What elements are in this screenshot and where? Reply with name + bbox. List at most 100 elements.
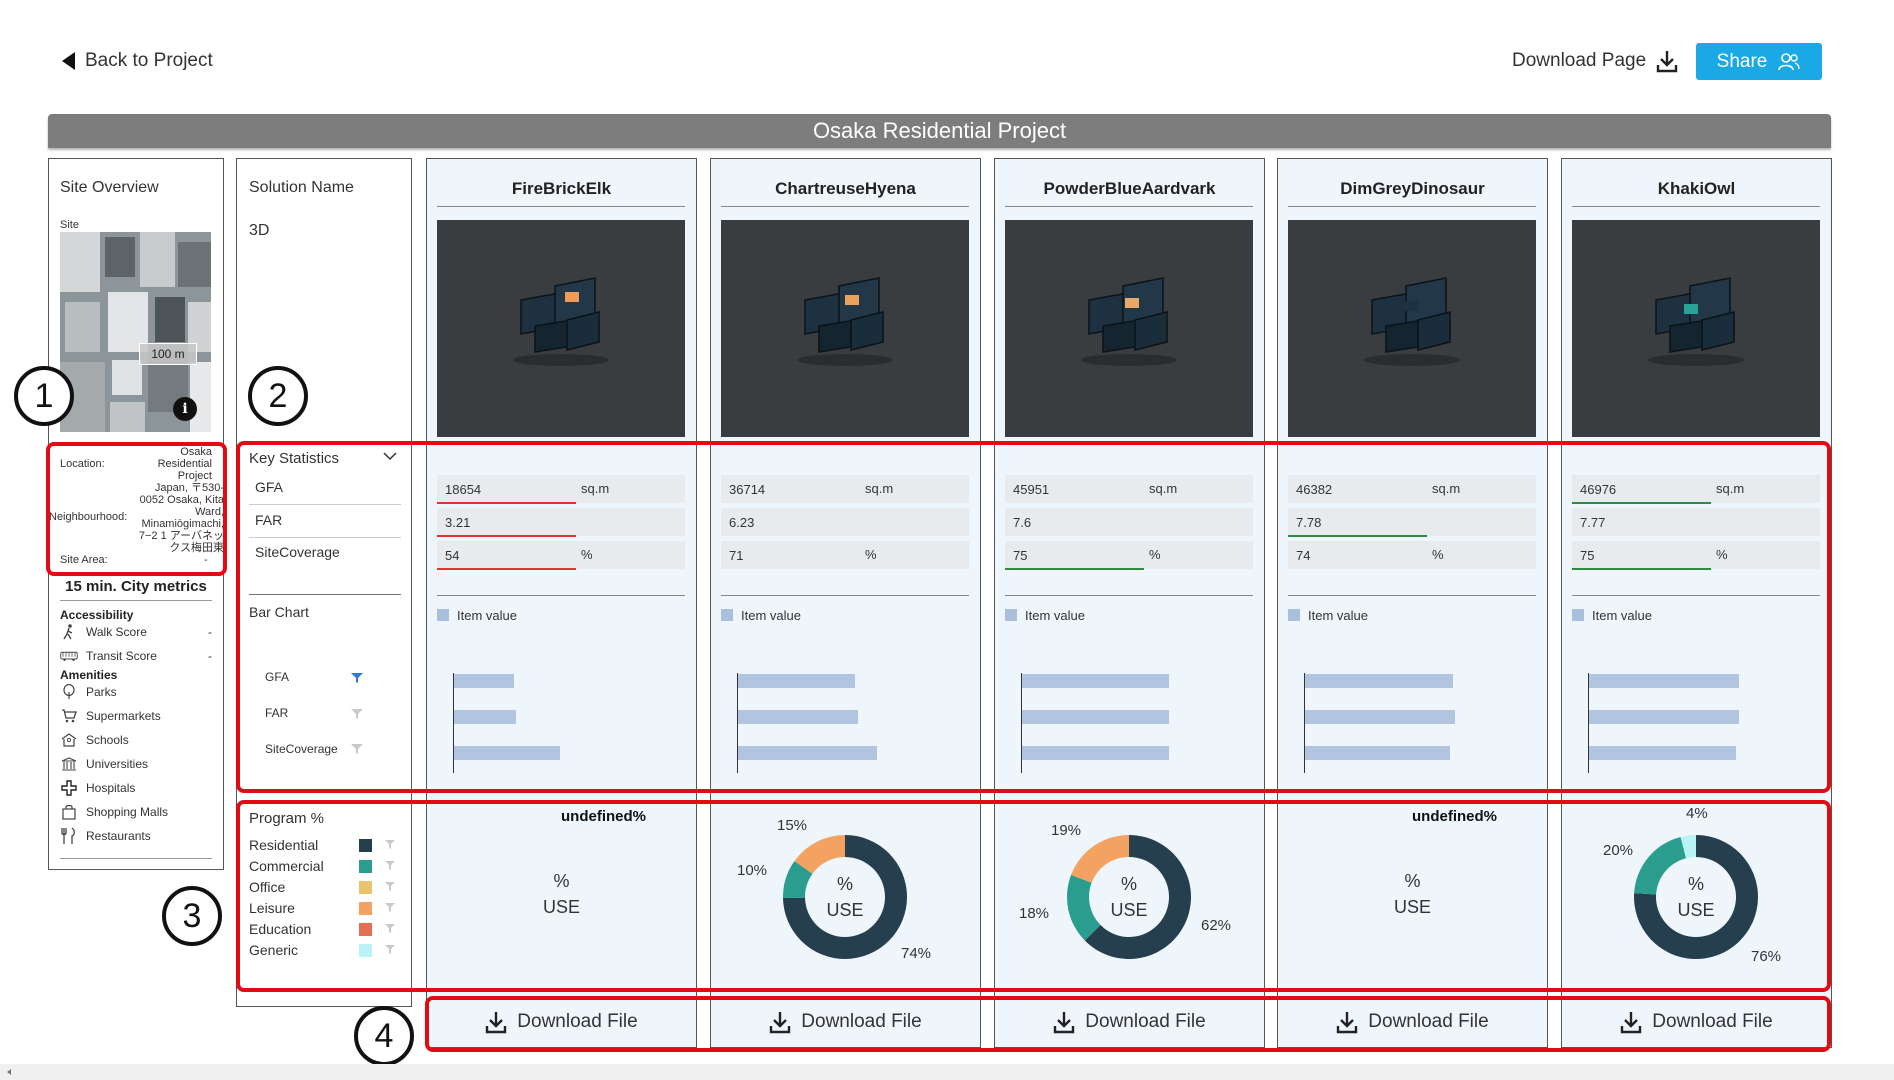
stat-unit: % — [865, 547, 877, 562]
building-3d-render[interactable] — [1005, 220, 1253, 437]
bar-gfa[interactable] — [1589, 674, 1739, 688]
donut-slice-residential[interactable] — [1084, 835, 1191, 959]
use-percent: % — [836, 874, 853, 894]
highest-value-indicator — [1572, 568, 1711, 570]
bar-gfa[interactable] — [454, 674, 514, 688]
program-label-residential: Residential — [249, 837, 319, 853]
users-icon — [1778, 52, 1801, 70]
download-file-button[interactable]: Download File — [1277, 1000, 1548, 1044]
stat-value-gfa: 45951 — [1005, 475, 1253, 503]
donut-slice-commercial[interactable] — [1067, 874, 1101, 941]
program-swatch — [359, 944, 372, 957]
filter-icon[interactable] — [384, 860, 396, 871]
bar-far[interactable] — [1589, 710, 1739, 724]
donut-slice-residential[interactable] — [1634, 835, 1758, 959]
donut-slice-commercial[interactable] — [1634, 836, 1687, 895]
bar-coverage[interactable] — [1589, 746, 1736, 760]
location-value: Osaka Residential Project — [157, 446, 212, 482]
legend-label: Item value — [1025, 608, 1085, 623]
cart-icon — [60, 708, 78, 724]
donut-slice-generic[interactable] — [1680, 835, 1696, 859]
filter-icon[interactable] — [350, 708, 364, 720]
donut-slice-commercial[interactable] — [783, 861, 813, 898]
neighbourhood-label: Neighbourhood: — [49, 511, 128, 523]
bar-far[interactable] — [738, 710, 858, 724]
highest-value-indicator — [1288, 535, 1427, 537]
legend-swatch — [1288, 609, 1300, 621]
stats-divider — [437, 595, 685, 596]
annotation-box-2 — [236, 441, 1831, 793]
site-overview-title: Site Overview — [60, 179, 159, 196]
amenities-heading: Amenities — [60, 668, 118, 682]
bar-gfa[interactable] — [1022, 674, 1169, 688]
scroll-left-icon[interactable] — [4, 1064, 14, 1080]
download-file-button[interactable]: Download File — [994, 1000, 1265, 1044]
annotation-box-3 — [236, 800, 1831, 992]
bar-coverage[interactable] — [454, 746, 560, 760]
bar-gfa[interactable] — [738, 674, 855, 688]
donut-percent-label: 4% — [1686, 805, 1708, 822]
building-3d-render[interactable] — [1288, 220, 1536, 437]
building-3d-render[interactable] — [1572, 220, 1820, 437]
walk-icon — [60, 624, 78, 640]
bar-gfa[interactable] — [1305, 674, 1453, 688]
highest-value-indicator — [1005, 568, 1144, 570]
bar-coverage[interactable] — [1305, 746, 1450, 760]
download-file-button[interactable]: Download File — [1561, 1000, 1832, 1044]
map-scale-label: 100 m — [139, 343, 197, 365]
metrics-divider — [60, 600, 212, 601]
filter-icon[interactable] — [384, 881, 396, 892]
site-area-value: - — [204, 554, 208, 566]
building-3d-render[interactable] — [721, 220, 969, 437]
lowest-value-indicator — [437, 502, 576, 504]
horizontal-scrollbar[interactable] — [0, 1064, 1894, 1080]
annotation-box-1 — [46, 442, 227, 576]
filter-active-icon[interactable] — [350, 672, 364, 684]
donut-slice-leisure[interactable] — [794, 835, 845, 874]
bar-coverage[interactable] — [738, 746, 877, 760]
bar-coverage[interactable] — [1022, 746, 1169, 760]
filter-icon[interactable] — [384, 944, 396, 955]
filter-icon[interactable] — [350, 743, 364, 755]
download-file-button[interactable]: Download File — [710, 1000, 981, 1044]
use-label: % USE — [1656, 871, 1736, 923]
legend-swatch — [1005, 609, 1017, 621]
back-arrow-icon — [62, 52, 75, 70]
key-statistics-label: Key Statistics — [249, 450, 340, 467]
building-3d-render[interactable] — [437, 220, 685, 437]
program-swatch — [359, 860, 372, 873]
donut-percent-label: 18% — [1019, 905, 1050, 922]
solution-name: DimGreyDinosaur — [1340, 179, 1485, 198]
building-model — [1364, 277, 1460, 366]
bar-far[interactable] — [1022, 710, 1169, 724]
download-file-label: Download File — [1368, 1011, 1489, 1032]
share-button[interactable]: Share — [1696, 43, 1822, 80]
filter-icon[interactable] — [384, 923, 396, 934]
info-icon[interactable]: i — [173, 397, 197, 421]
project-title: Osaka Residential Project — [48, 114, 1831, 148]
download-file-button[interactable]: Download File — [426, 1000, 697, 1044]
filter-icon[interactable] — [384, 839, 396, 850]
donut-slice-residential[interactable] — [783, 835, 907, 959]
bar-far[interactable] — [1305, 710, 1455, 724]
legend-label: Item value — [741, 608, 801, 623]
download-page-button[interactable]: Download Page — [1512, 49, 1678, 73]
program-label-education: Education — [249, 921, 312, 937]
stat-value-far: 3.21 — [437, 508, 685, 536]
program-swatch — [359, 881, 372, 894]
filter-icon[interactable] — [384, 902, 396, 913]
program-donut-chart — [1634, 835, 1758, 959]
chevron-down-icon[interactable] — [383, 451, 397, 461]
back-to-project-link[interactable]: Back to Project — [62, 50, 213, 72]
metric-universities: Universities — [60, 756, 212, 772]
stat-label-sitecoverage: SiteCoverage — [255, 544, 340, 560]
solution-labels-panel — [236, 158, 412, 1007]
donut-percent-label: 76% — [1751, 948, 1782, 965]
donut-slice-leisure[interactable] — [1071, 835, 1129, 883]
site-area-label: Site Area: — [60, 554, 108, 566]
bar-far[interactable] — [454, 710, 516, 724]
metric-parks: Parks — [60, 684, 212, 700]
solution-name: FireBrickElk — [511, 179, 612, 198]
lowest-value-indicator — [437, 568, 576, 570]
lowest-value-indicator — [437, 535, 576, 537]
